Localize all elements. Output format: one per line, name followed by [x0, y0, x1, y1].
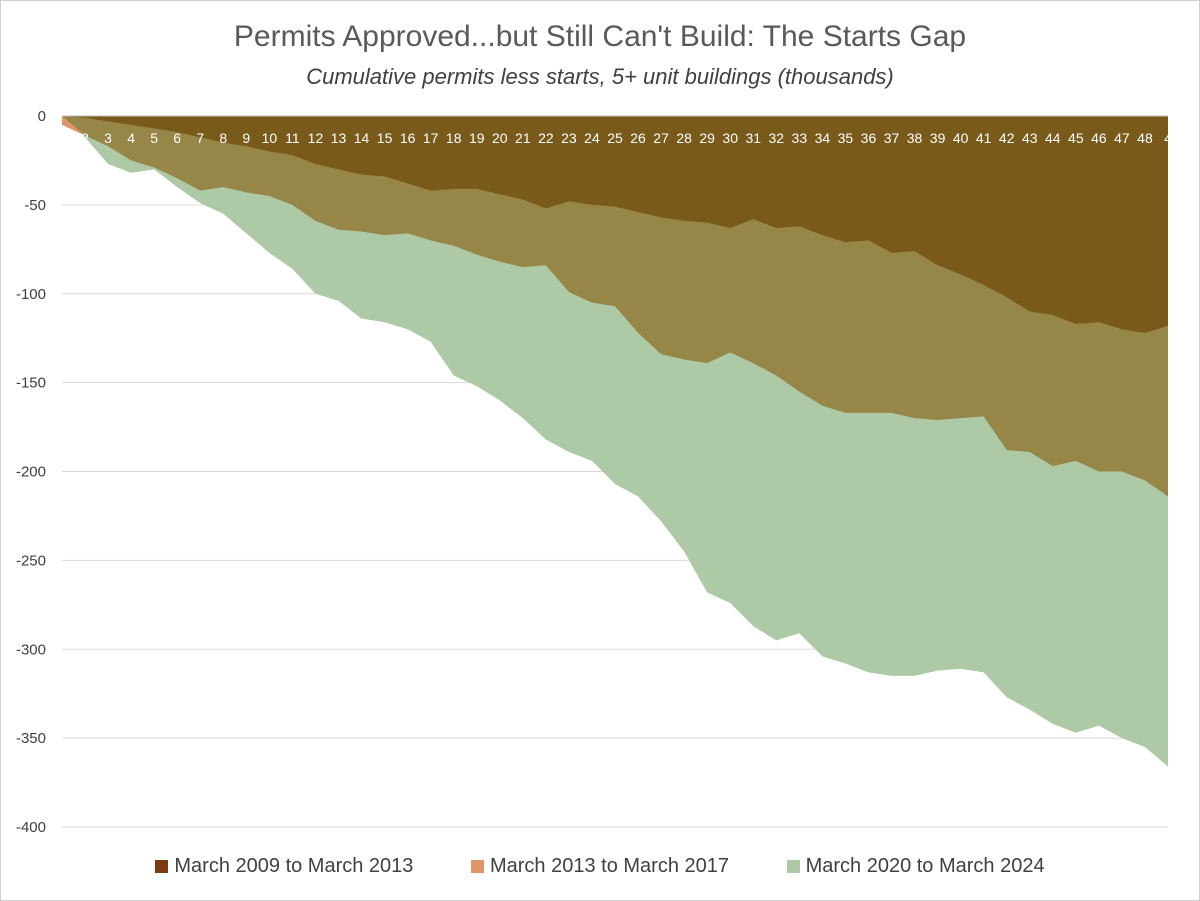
legend-label-2020-2024: March 2020 to March 2024 — [805, 855, 1045, 877]
x-tick-label: 37 — [884, 130, 900, 146]
x-tick-label: 17 — [423, 130, 439, 146]
x-tick-label: 4 — [1164, 130, 1172, 146]
x-tick-label: 9 — [242, 130, 250, 146]
x-tick-label: 4 — [127, 130, 135, 146]
y-tick-label: -350 — [16, 730, 46, 747]
x-tick-label: 24 — [584, 130, 600, 146]
x-tick-label: 22 — [538, 130, 554, 146]
x-tick-label: 38 — [907, 130, 923, 146]
x-tick-label: 5 — [150, 130, 158, 146]
x-tick-label: 3 — [104, 130, 112, 146]
x-tick-label: 8 — [219, 130, 227, 146]
legend-label-2013-2017: March 2013 to March 2017 — [489, 855, 730, 877]
y-tick-label: -400 — [16, 819, 46, 836]
x-tick-label: 41 — [976, 130, 992, 146]
x-tick-label: 36 — [861, 130, 877, 146]
x-tick-label: 45 — [1068, 130, 1084, 146]
x-tick-label: 33 — [792, 130, 808, 146]
x-tick-label: 13 — [331, 130, 347, 146]
x-tick-label: 48 — [1137, 130, 1153, 146]
x-tick-label: 29 — [699, 130, 715, 146]
x-tick-label: 2 — [81, 130, 89, 146]
x-tick-label: 31 — [745, 130, 761, 146]
chart-subtitle: Cumulative permits less starts, 5+ unit … — [306, 64, 894, 89]
x-tick-label: 32 — [769, 130, 785, 146]
x-tick-label: 25 — [607, 130, 623, 146]
x-tick-label: 46 — [1091, 130, 1107, 146]
legend-label-2009-2013: March 2009 to March 2013 — [174, 855, 414, 877]
x-tick-label: 35 — [838, 130, 854, 146]
x-tick-label: 26 — [630, 130, 646, 146]
x-tick-label: 7 — [196, 130, 204, 146]
x-tick-label: 16 — [400, 130, 416, 146]
x-tick-label: 12 — [308, 130, 324, 146]
area-series-3 — [62, 116, 1168, 333]
x-tick-label: 23 — [561, 130, 577, 146]
x-tick-label: 11 — [285, 130, 300, 146]
x-tick-label: 20 — [492, 130, 508, 146]
y-tick-label: -250 — [16, 552, 46, 569]
legend: March 2009 to March 2013 March 2013 to M… — [0, 855, 1200, 878]
y-tick-label: -150 — [16, 375, 46, 392]
x-tick-label: 39 — [930, 130, 946, 146]
y-tick-label: -200 — [16, 464, 46, 481]
legend-swatch-2013-2017 — [470, 860, 484, 873]
legend-item-2020-2024: March 2020 to March 2024 — [786, 855, 1045, 878]
y-tick-label: -300 — [16, 641, 46, 658]
legend-swatch-2009-2013 — [155, 860, 169, 873]
x-tick-label: 19 — [469, 130, 485, 146]
y-tick-label: -100 — [16, 286, 46, 303]
x-tick-label: 43 — [1022, 130, 1038, 146]
y-tick-label: -50 — [24, 197, 46, 214]
x-tick-label: 6 — [173, 130, 181, 146]
x-tick-label: 42 — [999, 130, 1015, 146]
y-tick-label: 0 — [38, 108, 46, 125]
x-tick-label: 44 — [1045, 130, 1061, 146]
x-tick-label: 27 — [653, 130, 669, 146]
legend-item-2009-2013: March 2009 to March 2013 — [155, 855, 413, 878]
x-tick-label: 15 — [377, 130, 393, 146]
x-tick-label: 21 — [515, 130, 531, 146]
x-tick-label: 47 — [1114, 130, 1130, 146]
x-tick-label: 18 — [446, 130, 462, 146]
x-tick-label: 14 — [354, 130, 370, 146]
x-tick-label: 40 — [953, 130, 969, 146]
chart-title: Permits Approved...but Still Can't Build… — [233, 20, 967, 53]
x-tick-label: 10 — [262, 130, 278, 146]
legend-item-2013-2017: March 2013 to March 2017 — [470, 855, 730, 878]
legend-swatch-2020-2024 — [786, 860, 800, 873]
x-tick-label: 34 — [815, 130, 831, 146]
x-tick-label: 30 — [722, 130, 738, 146]
x-tick-label: 28 — [676, 130, 692, 146]
